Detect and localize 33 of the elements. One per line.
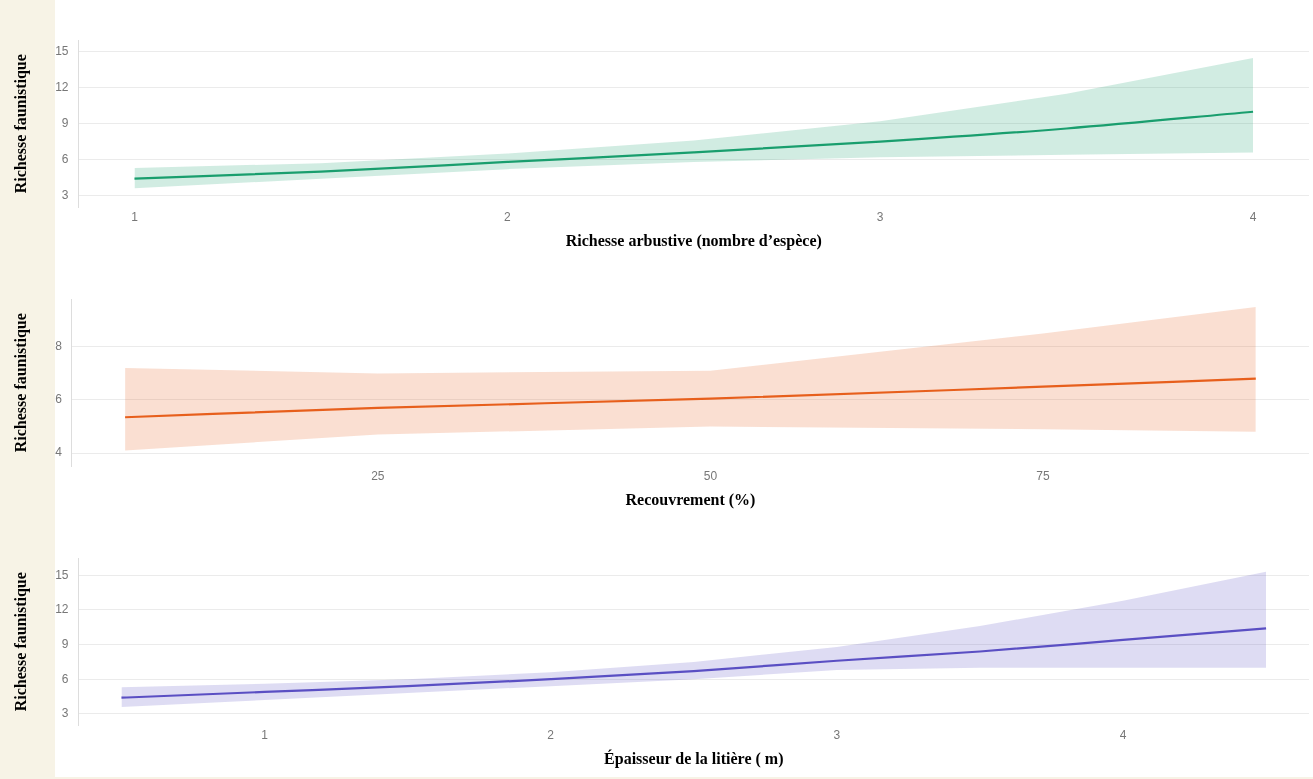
y-tick-label: 6 <box>55 392 63 407</box>
x-tick-label: 2 <box>504 209 511 224</box>
x-axis-title: Richesse arbustive (nombre d’espèce) <box>565 231 822 250</box>
x-tick-label: 50 <box>703 468 718 483</box>
y-tick-label: 3 <box>61 706 69 721</box>
x-tick-label: 3 <box>833 727 841 742</box>
x-tick-label: 4 <box>1249 209 1257 224</box>
x-tick-label: 25 <box>371 468 385 483</box>
x-tick-label: 4 <box>1119 727 1127 742</box>
x-tick-label: 1 <box>131 209 139 224</box>
y-axis-title: Richesse faunistique <box>11 313 30 453</box>
y-tick-label: 9 <box>61 116 69 131</box>
y-tick-label: 8 <box>55 339 63 354</box>
x-tick-label: 2 <box>547 727 555 742</box>
y-tick-label: 6 <box>61 671 69 686</box>
y-tick-label: 9 <box>61 636 69 651</box>
y-tick-label: 12 <box>55 602 69 617</box>
y-axis-title: Richesse faunistique <box>11 572 30 712</box>
x-tick-label: 3 <box>876 209 884 224</box>
y-tick-label: 3 <box>61 187 69 202</box>
y-axis-title: Richesse faunistique <box>11 54 30 194</box>
y-tick-label: 12 <box>55 80 69 95</box>
y-tick-label: 15 <box>55 567 69 582</box>
line-series <box>120 627 1268 699</box>
y-tick-label: 6 <box>61 151 69 166</box>
line-series <box>123 377 1257 419</box>
x-tick-label: 1 <box>261 727 269 742</box>
x-tick-label: 75 <box>1036 468 1050 483</box>
x-axis-title: Épaisseur de la litière ( m) <box>604 748 784 768</box>
y-tick-label: 4 <box>55 445 63 460</box>
line-series <box>133 110 1255 180</box>
y-tick-label: 15 <box>55 44 69 59</box>
x-axis-title: Recouvrement (%) <box>625 490 756 509</box>
